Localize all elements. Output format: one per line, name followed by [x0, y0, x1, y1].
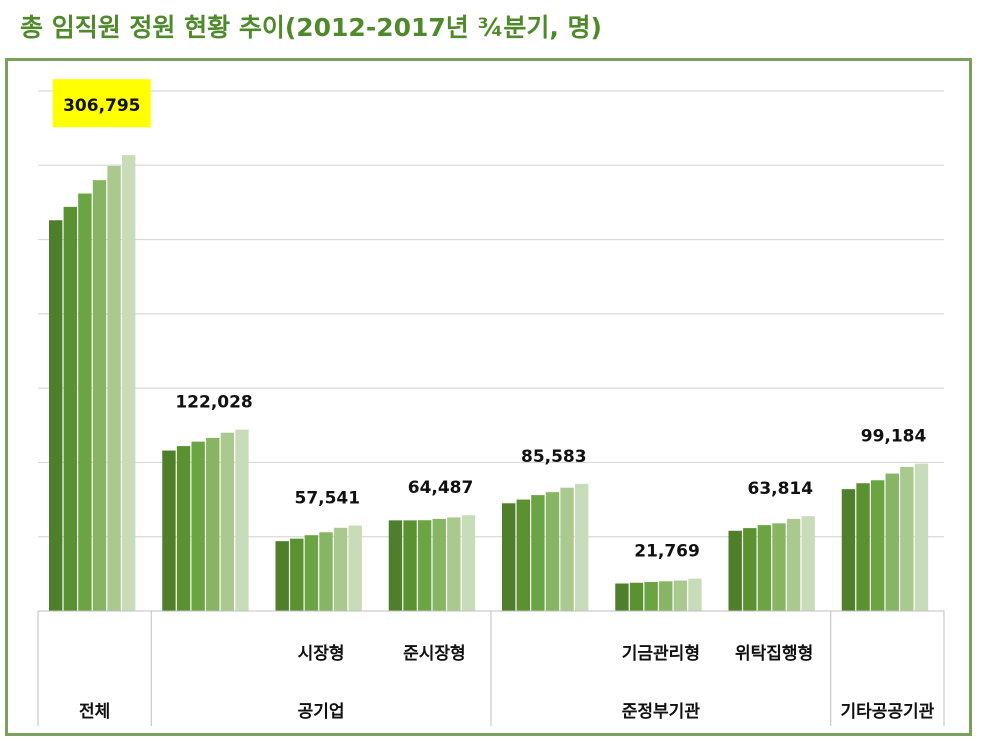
group-label: 준정부기관: [622, 702, 701, 722]
bar: [728, 530, 742, 611]
group-label: 기타공공기관: [840, 702, 934, 722]
bar: [914, 463, 929, 611]
subcategory-label: 위탁집행형: [735, 643, 813, 664]
bar: [801, 516, 815, 611]
subcategory-label: 기금관리형: [622, 643, 700, 664]
bar: [575, 483, 589, 611]
bar: [388, 520, 403, 611]
bar: [644, 582, 658, 611]
bar: [220, 432, 235, 611]
bar: [743, 528, 757, 611]
bar: [447, 517, 461, 611]
bar: [560, 487, 574, 611]
bar: [275, 541, 289, 611]
bar: [107, 166, 121, 611]
bar: [417, 520, 432, 611]
bar: [63, 206, 77, 611]
chart-frame: 306,795 122,028 57,541 64,487 85,583 21,769 63…: [5, 58, 972, 736]
bar: [772, 523, 786, 611]
bar: [235, 429, 249, 611]
bar: [688, 578, 702, 611]
data-label: 63,814: [747, 479, 813, 499]
bar: [176, 446, 191, 611]
bar: [78, 193, 92, 611]
group-label: 전체: [79, 702, 110, 722]
bar: [870, 480, 885, 611]
bar: [841, 489, 856, 611]
bar: [900, 466, 914, 611]
bar: [290, 538, 304, 611]
subcategory-label: 시장형: [298, 643, 345, 664]
bar: [757, 525, 772, 611]
bar: [615, 583, 629, 611]
data-label: 85,583: [521, 447, 587, 467]
subcategory-label: 준시장형: [403, 643, 466, 664]
data-label: 21,769: [634, 542, 700, 562]
bar: [629, 582, 644, 611]
bar: [531, 495, 545, 611]
bar: [786, 518, 801, 611]
bar: [122, 155, 136, 611]
bar: [319, 532, 333, 611]
group-label: 공기업: [298, 702, 345, 722]
bar: [162, 450, 176, 611]
data-label: 122,028: [175, 393, 252, 413]
chart-title: 총 임직원 정원 현황 추이(2012-2017년 ¾분기, 명): [20, 13, 602, 42]
bar: [502, 503, 516, 611]
bar: [432, 518, 446, 611]
bar: [191, 441, 205, 611]
bar: [348, 525, 362, 611]
bar: [206, 437, 220, 611]
bar: [333, 527, 348, 611]
data-label: 306,795: [63, 96, 140, 116]
bar: [673, 580, 688, 611]
bar: [49, 220, 63, 611]
bar: [304, 535, 319, 611]
bar: [545, 492, 560, 611]
data-label: 64,487: [408, 478, 474, 498]
bar: [92, 180, 107, 611]
bar: [856, 483, 870, 611]
data-label: 99,184: [861, 427, 927, 447]
bar: [516, 499, 530, 611]
data-label: 57,541: [294, 489, 360, 509]
bar: [659, 581, 673, 611]
highlight-box: [52, 79, 151, 128]
bar: [461, 515, 476, 611]
bar: [403, 520, 417, 611]
bar: [885, 473, 899, 611]
bar-chart: 306,795 122,028 57,541 64,487 85,583 21,769 63…: [37, 79, 945, 726]
